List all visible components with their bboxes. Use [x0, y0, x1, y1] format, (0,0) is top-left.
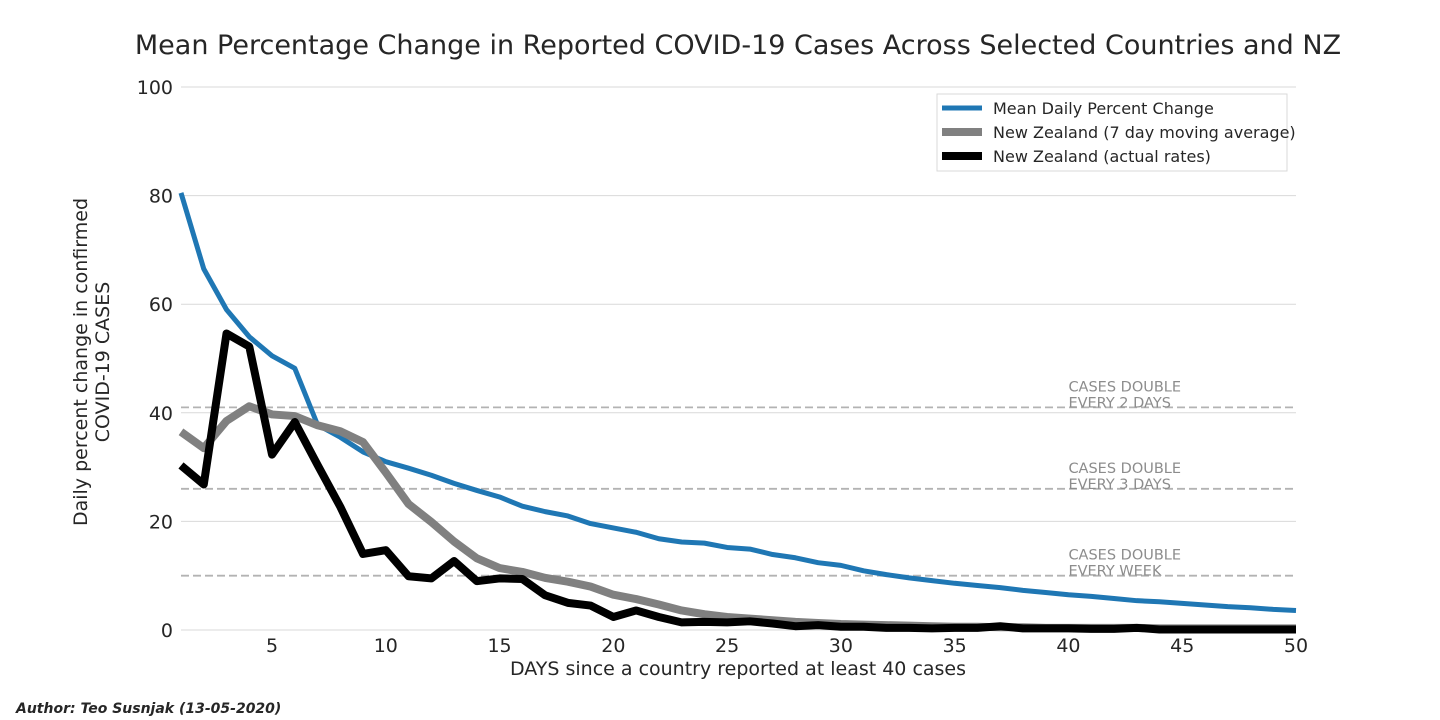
y-axis-label: Daily percent change in confirmed COVID-…	[70, 198, 114, 526]
y-tick-label: 20	[149, 511, 173, 533]
legend-label-nz-7-day-moving-average: New Zealand (7 day moving average)	[993, 123, 1296, 142]
x-tick-label: 35	[943, 635, 967, 657]
x-axis-ticks: 5 10 15 20 25 30 35 40 45 50	[266, 635, 1308, 657]
legend-box	[936, 93, 1288, 172]
reference-line-label-part: CASES DOUBLE	[1068, 379, 1181, 395]
reference-line-label-part: CASES DOUBLE	[1068, 548, 1181, 564]
x-tick-label: 25	[715, 635, 739, 657]
y-axis-label-line-1: Daily percent change in confirmed	[70, 198, 92, 526]
x-tick-label: 10	[374, 635, 398, 657]
legend-label-mean-daily-percent-change: Mean Daily Percent Change	[993, 99, 1214, 118]
x-tick-label: 45	[1170, 635, 1194, 657]
reference-line-label-1: CASES DOUBLE EVERY 2 DAYS	[1068, 379, 1181, 411]
legend: Mean Daily Percent Change New Zealand (7 …	[936, 93, 1296, 172]
x-tick-label: 30	[829, 635, 853, 657]
y-tick-label: 80	[149, 186, 173, 208]
series-line-nz-actual-rates	[178, 329, 1296, 634]
y-tick-label: 100	[137, 77, 173, 99]
series-lines	[178, 192, 1297, 634]
reference-line-label-part: EVERY 2 DAYS	[1068, 395, 1170, 411]
reference-line-label-3: CASES DOUBLE EVERY WEEK	[1068, 548, 1181, 580]
reference-line-label-part: EVERY 3 DAYS	[1068, 477, 1170, 493]
author-credit: Author: Teo Susnjak (13-05-2020)	[15, 701, 281, 717]
x-tick-label: 15	[487, 635, 511, 657]
reference-line-label-part: EVERY WEEK	[1068, 564, 1162, 580]
x-axis-label: DAYS since a country reported at least 4…	[510, 658, 966, 680]
y-tick-label: 60	[149, 294, 173, 316]
x-tick-label: 50	[1284, 635, 1308, 657]
x-tick-label: 20	[601, 635, 625, 657]
legend-label-nz-actual-rates: New Zealand (actual rates)	[993, 147, 1211, 166]
x-tick-label: 5	[266, 635, 278, 657]
reference-line-label-2: CASES DOUBLE EVERY 3 DAYS	[1068, 461, 1181, 493]
y-tick-label: 0	[161, 620, 173, 642]
chart-title: Mean Percentage Change in Reported COVID…	[135, 30, 1341, 61]
y-axis-label-line-2: COVID-19 CASES	[92, 282, 114, 443]
x-tick-label: 40	[1056, 635, 1080, 657]
y-axis-ticks: 0 20 40 60 80 100	[137, 77, 173, 642]
reference-line-label-part: CASES DOUBLE	[1068, 461, 1181, 477]
y-tick-label: 40	[149, 403, 173, 425]
